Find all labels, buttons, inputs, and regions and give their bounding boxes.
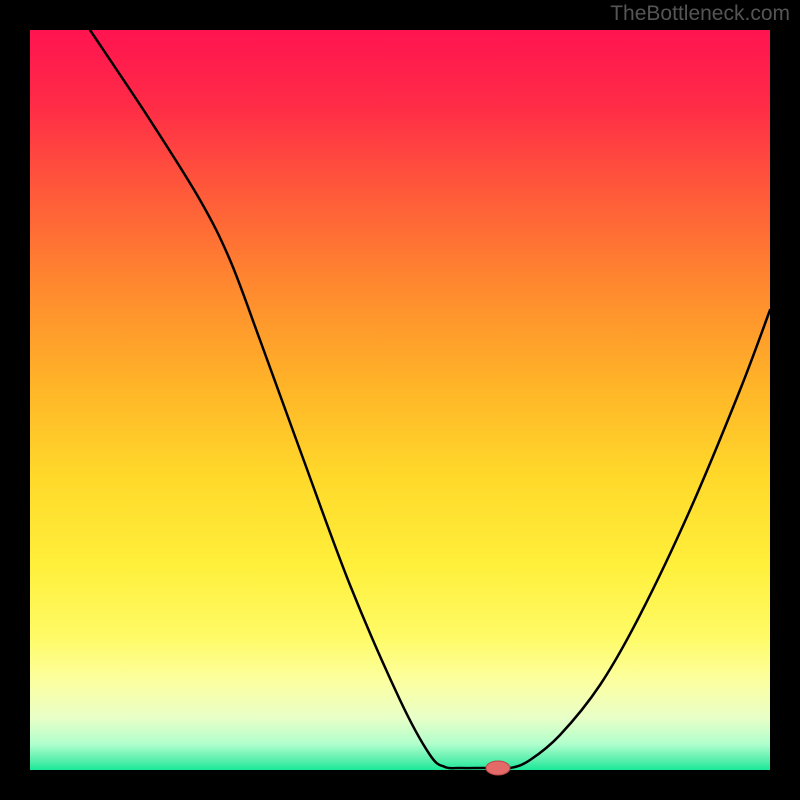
plot-background bbox=[30, 30, 770, 770]
watermark-text: TheBottleneck.com bbox=[610, 2, 790, 26]
optimal-marker bbox=[486, 761, 510, 775]
bottleneck-chart bbox=[0, 0, 800, 800]
chart-container: TheBottleneck.com bbox=[0, 0, 800, 800]
